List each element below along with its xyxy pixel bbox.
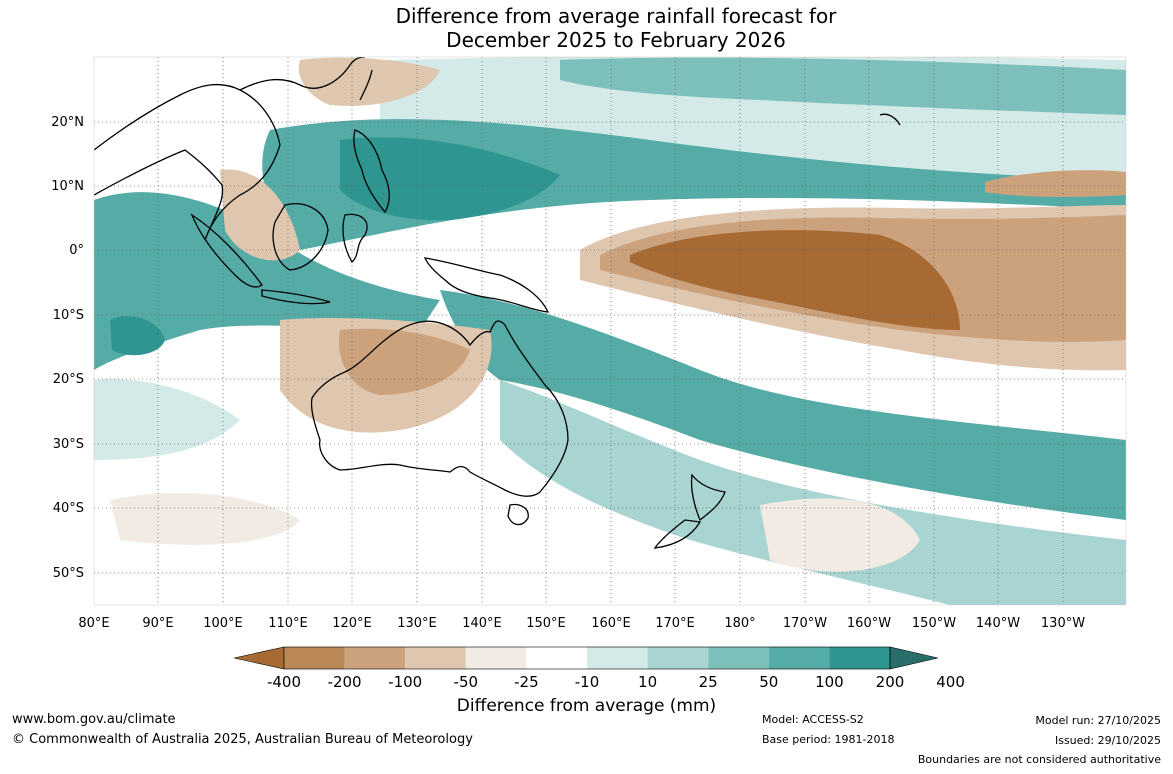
base-period: Base period: 1981-2018 (762, 733, 895, 746)
colorbar-label: -10 (575, 673, 600, 691)
colorbar-swatch (587, 647, 648, 669)
wet-region-spcz-outer (500, 380, 1126, 605)
colorbar-label: 200 (876, 673, 905, 691)
lon-label: 150°W (912, 616, 956, 631)
lon-label: 120°E (332, 616, 372, 631)
wet-region-north-pacific-mid (560, 57, 1126, 115)
lat-label: 40°S (53, 501, 84, 516)
lon-label: 130°E (397, 616, 437, 631)
new-zealand-south-coastline (653, 519, 702, 549)
latitude-labels: 20°N 10°N 0° 10°S 20°S 30°S 40°S 50°S (51, 115, 84, 581)
japan-coastline (359, 69, 373, 101)
colorbar-title: Difference from average (mm) (456, 696, 717, 716)
coastlines (94, 57, 901, 549)
china-coastline (239, 57, 366, 91)
sulawesi-coastline (342, 213, 368, 264)
lat-label: 10°N (51, 179, 84, 194)
colorbar-label: 10 (638, 673, 657, 691)
lon-label: 160°E (591, 616, 631, 631)
colorbar-swatch (829, 647, 890, 669)
java-coastline (261, 289, 331, 305)
model-run-date: Model run: 27/10/2025 (1035, 714, 1161, 727)
colorbar-label: 50 (759, 673, 778, 691)
lon-label: 140°E (462, 616, 502, 631)
colorbar-label: -50 (454, 673, 479, 691)
colorbar-label: -400 (267, 673, 301, 691)
website-link[interactable]: www.bom.gov.au/climate (12, 712, 176, 727)
colorbar-swatch (344, 647, 406, 669)
wet-region-indian-ocean-core (110, 316, 165, 356)
colorbar-swatch (465, 647, 527, 669)
rainfall-anomaly-field (94, 57, 1126, 605)
new-guinea-coastline (423, 257, 550, 313)
lat-label: 50°S (53, 566, 84, 581)
dry-region-south-pacific (760, 498, 920, 572)
australia-coastline (310, 320, 569, 497)
lon-label: 180° (724, 616, 755, 631)
hawaii-coastline (879, 113, 901, 126)
borneo-coastline (272, 203, 329, 271)
dry-region-southern-ocean (110, 492, 300, 545)
issued-date: Issued: 29/10/2025 (1054, 734, 1161, 747)
lon-label: 160°W (847, 616, 891, 631)
new-zealand-north-coastline (690, 473, 726, 522)
lat-label: 0° (69, 243, 84, 258)
lon-label: 170°E (655, 616, 695, 631)
lon-label: 150°E (526, 616, 566, 631)
colorbar-label: 100 (815, 673, 844, 691)
colorbar-swatch (647, 647, 709, 669)
colorbar-swatch (405, 647, 466, 669)
dry-region-equatorial-pacific-core (630, 230, 960, 330)
sumatra-coastline (190, 213, 263, 288)
dry-region-north-australia-core (339, 328, 470, 395)
copyright-text: © Commonwealth of Australia 2025, Austra… (12, 732, 473, 747)
lat-label: 10°S (53, 308, 84, 323)
colorbar-swatch (708, 647, 769, 669)
colorbar-arrow-low (233, 646, 285, 670)
southeast-asia-coastline (94, 83, 281, 241)
colorbar-swatch (526, 647, 587, 669)
lon-label: 100°E (203, 616, 243, 631)
lon-label: 140°W (976, 616, 1020, 631)
map-gridlines (94, 57, 1126, 605)
colorbar-label: -25 (514, 673, 539, 691)
chart-title: Difference from average rainfall forecas… (0, 4, 1173, 52)
title-line-1: Difference from average rainfall forecas… (395, 4, 837, 28)
longitude-labels: 80°E 90°E 100°E 110°E 120°E 130°E 140°E … (78, 616, 1085, 631)
colorbar: -400 -200 -100 -50 -25 -10 10 25 50 100 200 400 (233, 646, 965, 691)
colorbar-label: -100 (388, 673, 422, 691)
lat-label: 20°N (51, 115, 84, 130)
dry-region-east-asia (298, 57, 440, 106)
colorbar-label: -200 (328, 673, 362, 691)
dry-region-south-china-sea (220, 169, 300, 261)
philippines-coastline (353, 129, 390, 214)
colorbar-arrow-high (889, 646, 939, 670)
wet-region-maritime-continent (340, 137, 560, 221)
lon-label: 130°W (1041, 616, 1085, 631)
tasmania-coastline (507, 503, 529, 526)
wet-region-south-indian (94, 379, 240, 460)
title-line-2: December 2025 to February 2026 (446, 28, 786, 52)
lon-label: 90°E (142, 616, 173, 631)
lon-label: 170°W (783, 616, 827, 631)
colorbar-label: 400 (936, 673, 965, 691)
dry-region-north-hawaii (985, 170, 1126, 197)
model-name: Model: ACCESS-S2 (762, 713, 864, 726)
lon-label: 80°E (78, 616, 109, 631)
colorbar-swatch (768, 647, 830, 669)
colorbar-outline (283, 646, 891, 670)
wet-region-spcz (440, 290, 1126, 520)
lon-label: 110°E (268, 616, 308, 631)
colorbar-label: 25 (699, 673, 718, 691)
boundaries-disclaimer: Boundaries are not considered authoritat… (917, 753, 1161, 766)
map-frame (93, 56, 1127, 606)
lat-label: 30°S (53, 437, 84, 452)
colorbar-swatch (284, 647, 345, 669)
lat-label: 20°S (53, 372, 84, 387)
